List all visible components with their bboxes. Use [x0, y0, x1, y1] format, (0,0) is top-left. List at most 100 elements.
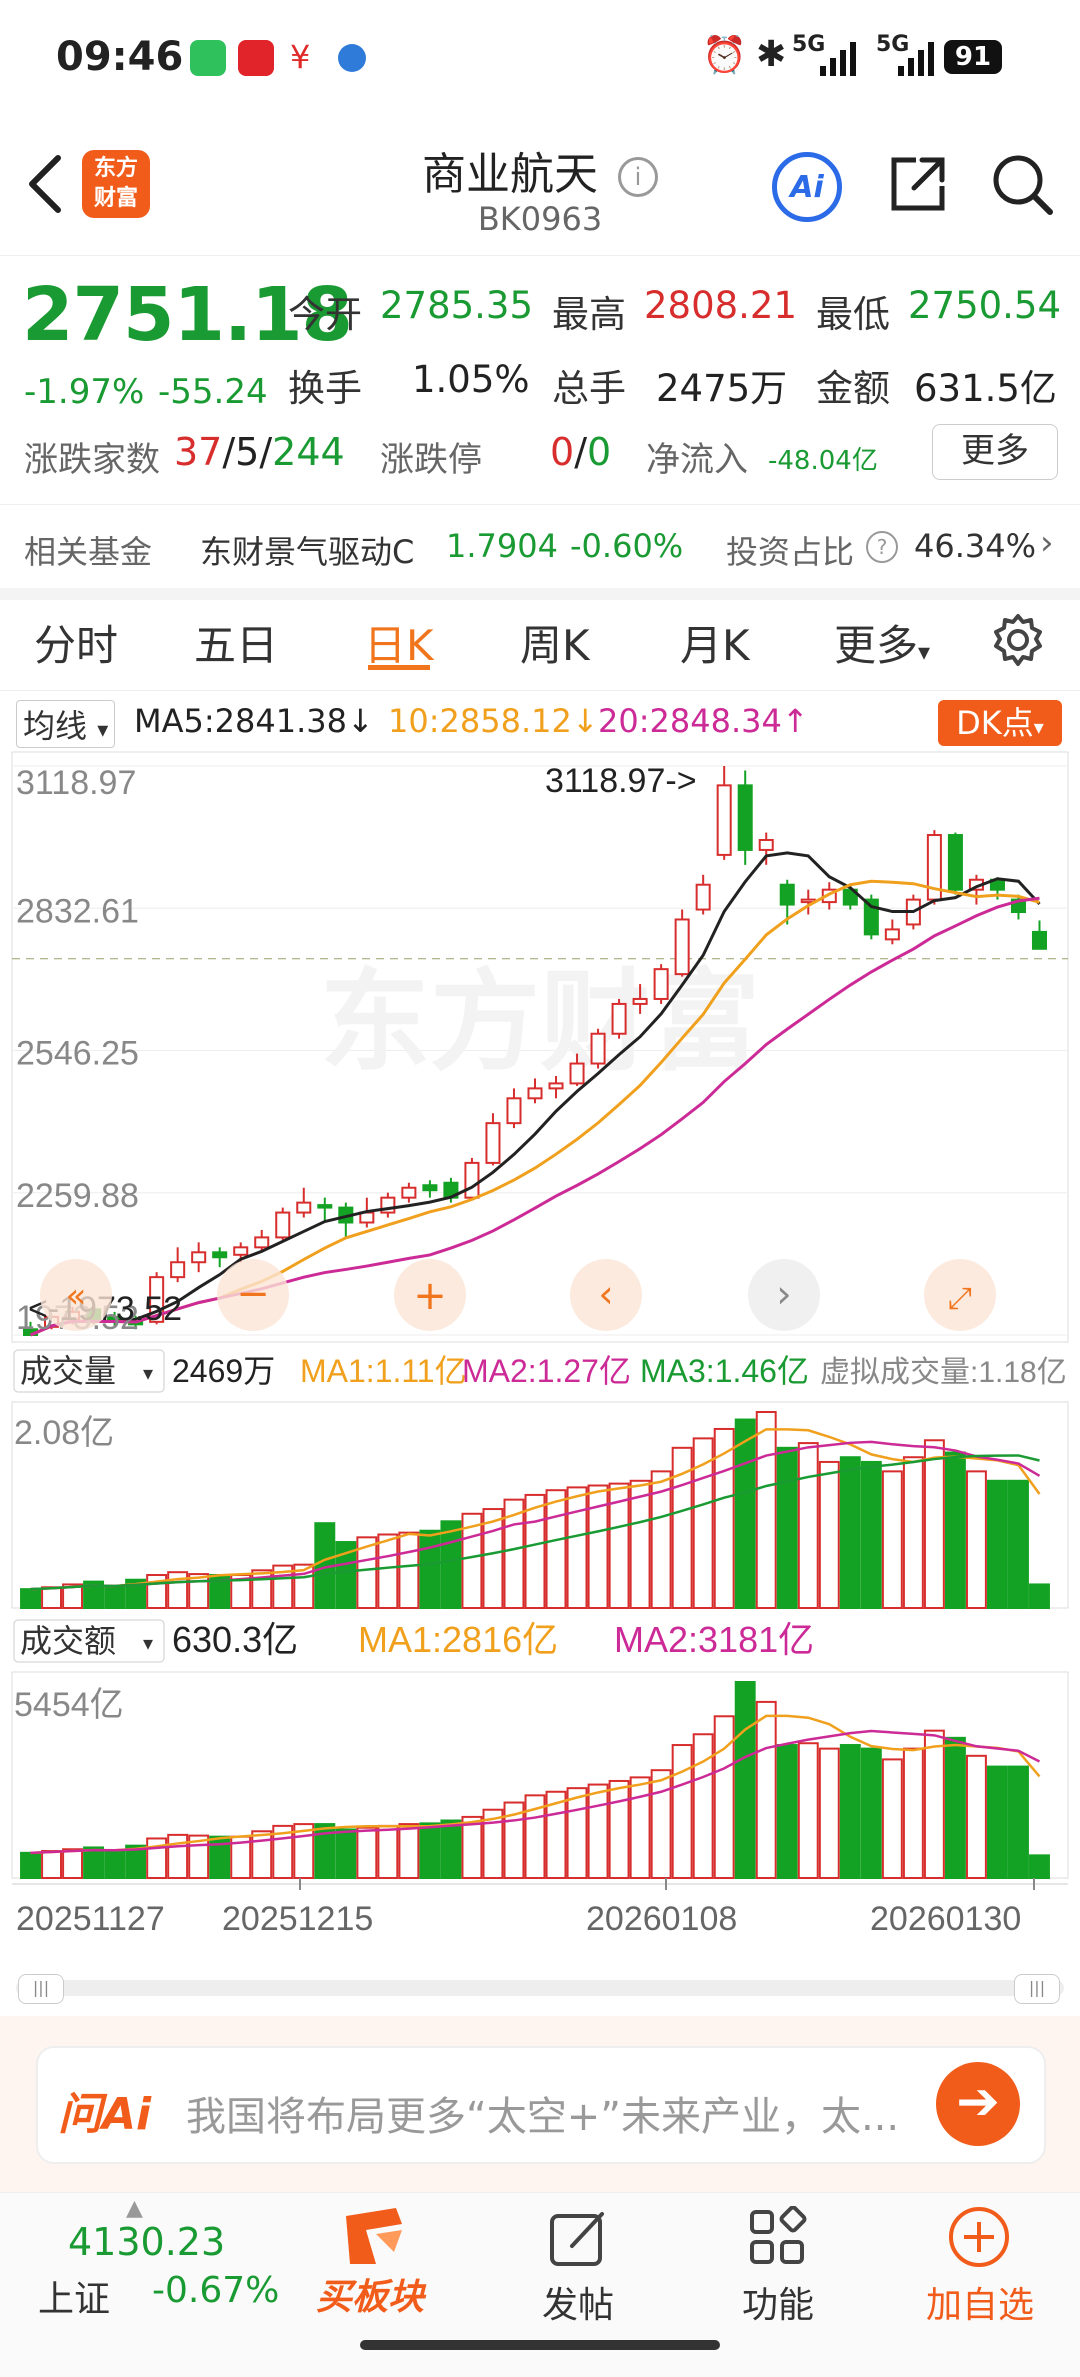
ma-selector[interactable]: 均线 ▾ [16, 700, 116, 748]
volume-bar [377, 1533, 399, 1609]
amount-bar [755, 1700, 777, 1879]
fund-nav: 1.7904 [446, 527, 558, 565]
volume-bar [524, 1493, 546, 1610]
tab-intraday[interactable]: 分时 [34, 621, 119, 670]
volume-bar [398, 1531, 420, 1609]
chevron-left-icon: ‹ [598, 1272, 613, 1316]
volume-bar [482, 1508, 504, 1609]
share-button[interactable] [886, 152, 950, 220]
index-value[interactable]: 4130.23 [68, 2220, 226, 2264]
status-time: 09:46 [56, 34, 184, 80]
dk-point-button[interactable]: DK点▾ [938, 700, 1062, 746]
candle [338, 1202, 354, 1238]
candle [863, 894, 879, 940]
tab-more[interactable]: 更多▾ [834, 612, 930, 673]
kline-chart[interactable]: 东方财富 3118.972832.612546.252259.881973.52… [0, 750, 1080, 1980]
volume-bar [860, 1460, 882, 1610]
amount-bar [881, 1758, 903, 1879]
more-button[interactable]: 更多 [932, 424, 1058, 480]
scroll-handle-left[interactable]: ||| [18, 1974, 64, 2004]
ai-submit-button[interactable]: ➔ [936, 2062, 1020, 2146]
candle-body [947, 834, 963, 891]
related-fund-row[interactable]: 相关基金 东财景气驱动C 1.7904 -0.60% 投资占比 ? 46.34%… [0, 505, 1080, 587]
chevron-right-icon: › [1040, 523, 1054, 563]
candle-body [506, 1097, 522, 1125]
tab-weekly-k[interactable]: 周K [520, 621, 590, 670]
candle [548, 1075, 564, 1099]
volume-bar [20, 1588, 41, 1610]
share-icon [891, 157, 945, 211]
candle-body [548, 1082, 564, 1090]
battery-level: 91 [944, 40, 1002, 74]
low-value: 2750.54 [908, 284, 1062, 327]
candle [653, 964, 669, 1004]
amount-bar [167, 1833, 189, 1880]
candle [737, 770, 753, 865]
chart-settings-button[interactable] [990, 612, 1046, 672]
amount-bar [335, 1828, 357, 1879]
volume-bar [671, 1446, 693, 1609]
candle [170, 1247, 186, 1283]
alarm-icon: ⏰ [702, 35, 747, 76]
vol-virtual: 虚拟成交量:1.18亿 [820, 1356, 1067, 1389]
volume-bar [965, 1470, 987, 1609]
minus-icon: − [236, 1271, 270, 1317]
ai-prompt-text[interactable]: 我国将布局更多“太空+”未来产业，太... [186, 2094, 900, 2140]
amount-bar [41, 1850, 62, 1880]
index-change[interactable]: -0.67% [152, 2270, 280, 2311]
dk-label: DK点 [956, 704, 1034, 742]
volume-max-label: 2.08亿 [14, 1414, 114, 1452]
amount-bar [377, 1824, 399, 1880]
candle-body [422, 1184, 438, 1192]
amount-bar [314, 1823, 336, 1879]
functions-icon[interactable] [746, 2205, 810, 2274]
buy-sector-label[interactable]: 买板块 [316, 2277, 425, 2318]
add-watchlist-icon[interactable] [946, 2204, 1012, 2274]
amount-selector [13, 1619, 165, 1663]
index-name[interactable]: 上证 [38, 2279, 111, 2320]
add-watchlist-label[interactable]: 加自选 [925, 2285, 1034, 2326]
ma5-line [29, 851, 1041, 1337]
browser-icon [338, 44, 366, 72]
ai-button[interactable]: Ai [772, 152, 842, 222]
limit-values: 0/0 [550, 430, 612, 474]
buy-sector-icon[interactable] [336, 2204, 412, 2274]
candle-body [611, 1002, 627, 1035]
info-icon[interactable]: i [618, 157, 658, 197]
vol-ma3-line [30, 1454, 1040, 1591]
tab-five-day[interactable]: 五日 [194, 621, 279, 670]
chart-scrollbar[interactable]: ||| ||| [16, 1974, 1064, 2004]
candle-body [779, 883, 795, 906]
candle-body [695, 883, 711, 911]
amount-bar [944, 1736, 966, 1880]
ma20-line [29, 896, 1040, 1337]
tab-monthly-k[interactable]: 月K [680, 621, 750, 670]
search-button[interactable] [990, 152, 1056, 222]
signal-label-1: 5G [792, 32, 826, 57]
post-label[interactable]: 发帖 [541, 2285, 614, 2326]
scroll-handle-right[interactable]: ||| [1014, 1974, 1060, 2004]
help-icon[interactable]: ? [866, 531, 898, 563]
chart-controls: « − + ‹ › ⤢ [40, 1259, 996, 1331]
candle-body [254, 1236, 270, 1249]
volume-bar [734, 1418, 756, 1609]
functions-label[interactable]: 功能 [741, 2285, 814, 2326]
volume-bar [83, 1580, 105, 1609]
amount-bar [587, 1783, 609, 1879]
candle [926, 830, 942, 905]
amount-value: 631.5亿 [914, 367, 1057, 410]
volume-bar [776, 1446, 798, 1609]
back-button[interactable] [22, 150, 66, 222]
candle-body [296, 1201, 312, 1214]
amt-ma1-line [30, 1714, 1041, 1855]
post-icon[interactable] [546, 2206, 610, 2274]
candle-body [884, 928, 900, 941]
candle [191, 1242, 207, 1273]
amount-bar [986, 1765, 1008, 1879]
tab-daily-k[interactable]: 日K [364, 621, 434, 670]
volume-bar [566, 1486, 588, 1610]
y-tick-label: 2546.25 [16, 1035, 139, 1073]
ai-ask-bar[interactable] [36, 2046, 1046, 2164]
amount-bar [440, 1819, 462, 1880]
amount-bar [776, 1744, 798, 1880]
